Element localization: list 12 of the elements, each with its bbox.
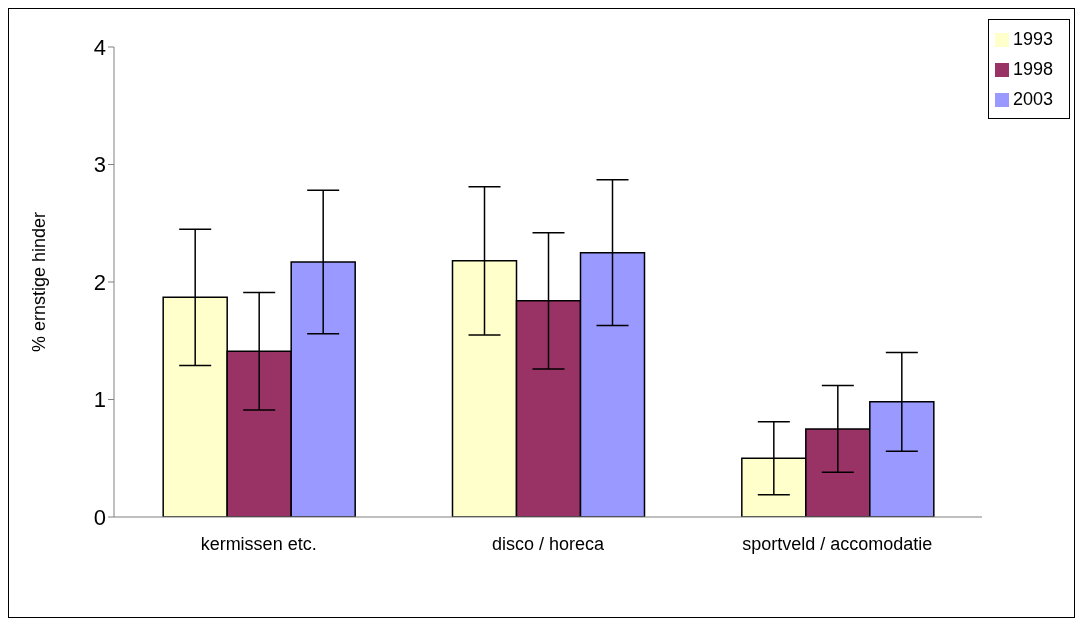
x-tick-label: sportveld / accomodatie xyxy=(742,533,933,554)
y-tick-label: 1 xyxy=(93,387,106,413)
y-tick-label: 2 xyxy=(93,269,106,295)
x-tick-label: kermissen etc. xyxy=(200,533,317,554)
legend-label: 2003 xyxy=(1012,89,1053,109)
legend-label: 1998 xyxy=(1012,59,1053,79)
y-tick-label: 3 xyxy=(93,152,106,178)
y-tick-label: 4 xyxy=(93,34,106,60)
legend-label: 1993 xyxy=(1012,29,1053,49)
y-axis-title: % ernstige hinder xyxy=(29,211,50,353)
y-tick-label: 0 xyxy=(93,504,106,530)
x-tick-label: disco / horeca xyxy=(491,533,605,554)
